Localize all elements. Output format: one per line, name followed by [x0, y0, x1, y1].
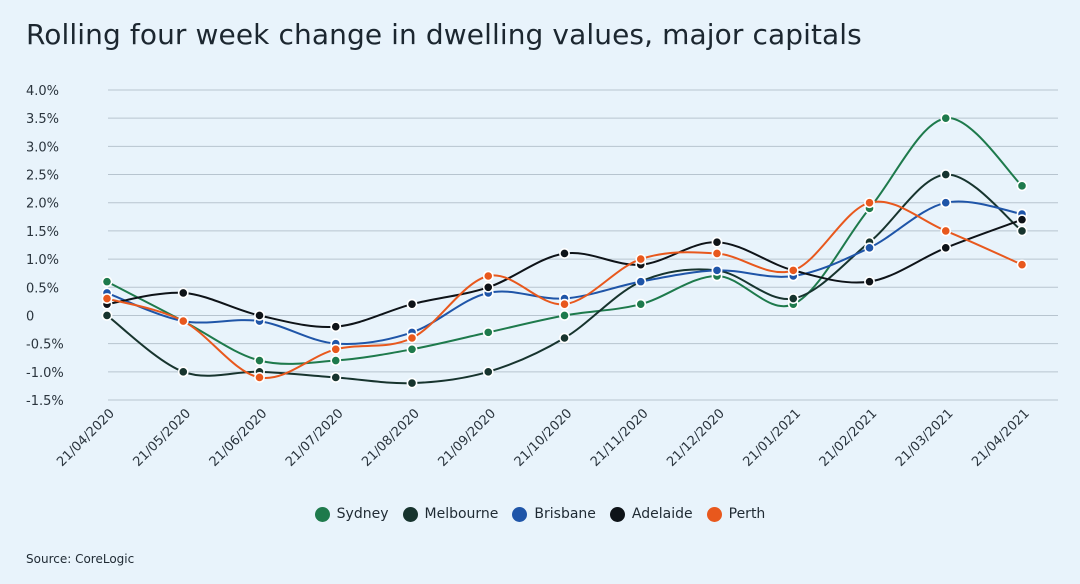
data-point-melbourne [1016, 225, 1028, 237]
data-point-melbourne [940, 169, 952, 180]
legend-label: Brisbane [534, 506, 596, 522]
data-point-sydney [635, 298, 647, 310]
data-point-perth [711, 248, 723, 259]
data-point-perth [406, 332, 418, 344]
data-point-perth [787, 264, 799, 276]
legend-label: Perth [728, 506, 766, 522]
data-point-sydney [406, 343, 418, 355]
x-tick-label: 21/05/2020 [130, 406, 194, 470]
series-lines [101, 112, 1028, 389]
x-tick-label: 21/06/2020 [207, 406, 271, 470]
legend-item-brisbane: Brisbane [512, 506, 596, 522]
y-tick-label: -1.5% [26, 394, 64, 409]
data-point-brisbane [635, 276, 647, 288]
legend-swatch [314, 506, 330, 522]
y-tick-label: 3.5% [26, 112, 59, 127]
y-tick-label: 1.5% [26, 225, 59, 240]
series-perth [101, 197, 1028, 383]
y-tick-label: 2.5% [26, 169, 59, 184]
x-tick-label: 21/01/2021 [740, 406, 804, 470]
data-point-adelaide [1016, 214, 1028, 226]
x-tick-label: 21/07/2020 [283, 406, 347, 470]
legend-item-perth: Perth [706, 506, 766, 522]
data-point-perth [864, 197, 875, 209]
data-point-sydney [101, 276, 113, 288]
series-brisbane [101, 197, 1028, 350]
legend-label: Melbourne [424, 506, 499, 522]
data-point-adelaide [940, 242, 952, 254]
data-point-sydney [940, 112, 952, 124]
data-point-adelaide [711, 236, 723, 248]
data-point-perth [940, 225, 952, 237]
y-tick-label: 4.0% [26, 84, 59, 99]
data-point-melbourne [787, 293, 799, 304]
source-note: Source: CoreLogic [26, 552, 135, 566]
chart-legend: Sydney Melbourne Brisbane Adelaide Perth [0, 506, 1080, 522]
data-point-melbourne [559, 332, 570, 344]
series-line-melbourne [106, 173, 1023, 385]
data-point-perth [482, 270, 494, 282]
data-point-brisbane [864, 242, 875, 254]
x-tick-label: 21/04/2020 [54, 406, 118, 470]
data-point-adelaide [559, 248, 570, 259]
data-point-sydney [254, 355, 265, 366]
x-tick-label: 21/12/2020 [664, 406, 728, 470]
x-tick-label: 21/03/2021 [893, 406, 957, 470]
legend-swatch [706, 506, 722, 522]
data-point-melbourne [330, 372, 342, 383]
data-point-sydney [1016, 180, 1028, 192]
data-point-perth [254, 372, 265, 383]
legend-item-sydney: Sydney [314, 506, 389, 522]
data-point-perth [101, 293, 113, 304]
y-tick-label: -1.0% [26, 366, 64, 381]
data-point-sydney [330, 355, 342, 366]
line-chart: 4.0% 3.5% 3.0% 2.5% 2.0% 1.5% 1.0% 0.5% 0 -0.5% -1… [26, 84, 1058, 470]
y-tick-label: -0.5% [26, 338, 64, 353]
data-point-brisbane [940, 197, 952, 209]
x-tick-label: 21/08/2020 [359, 406, 423, 470]
data-point-adelaide [330, 321, 342, 333]
data-point-perth [635, 253, 647, 265]
x-tick-label: 21/02/2021 [817, 406, 881, 470]
data-point-adelaide [864, 276, 875, 288]
data-point-melbourne [177, 366, 189, 378]
legend-item-melbourne: Melbourne [402, 506, 499, 522]
x-axis-ticks: 21/04/2020 21/05/2020 21/06/2020 21/07/2020… [54, 406, 1033, 470]
legend-label: Sydney [336, 506, 389, 522]
y-tick-label: 2.0% [26, 197, 59, 212]
data-point-perth [1016, 259, 1028, 271]
data-point-melbourne [101, 310, 113, 321]
data-point-sydney [559, 310, 570, 321]
x-tick-label: 21/04/2021 [969, 406, 1033, 470]
data-point-brisbane [711, 264, 723, 276]
x-tick-label: 21/09/2020 [435, 406, 499, 470]
y-tick-label: 0 [26, 309, 34, 324]
data-point-sydney [482, 326, 494, 338]
data-point-perth [559, 298, 570, 310]
gridlines [108, 89, 1058, 401]
data-point-adelaide [482, 281, 494, 293]
chart-title: Rolling four week change in dwelling val… [26, 18, 862, 51]
legend-swatch [512, 506, 528, 522]
y-axis-ticks: 4.0% 3.5% 3.0% 2.5% 2.0% 1.5% 1.0% 0.5% 0 -0.5% -1… [26, 84, 64, 409]
legend-label: Adelaide [631, 506, 693, 522]
x-tick-label: 21/10/2020 [512, 406, 576, 470]
legend-swatch [402, 506, 418, 522]
series-line-sydney [106, 117, 1023, 365]
legend-item-adelaide: Adelaide [609, 506, 693, 522]
data-point-perth [330, 343, 342, 355]
x-tick-label: 21/11/2020 [588, 406, 652, 470]
y-tick-label: 0.5% [26, 281, 59, 296]
y-tick-label: 1.0% [26, 253, 59, 268]
data-point-adelaide [177, 287, 189, 299]
legend-swatch [609, 506, 625, 522]
data-point-melbourne [482, 366, 494, 378]
data-point-melbourne [406, 377, 418, 389]
series-line-brisbane [106, 200, 1023, 345]
series-sydney [101, 112, 1028, 366]
data-point-perth [177, 315, 189, 327]
data-point-adelaide [406, 298, 418, 310]
y-tick-label: 3.0% [26, 140, 59, 155]
data-point-adelaide [254, 310, 265, 321]
